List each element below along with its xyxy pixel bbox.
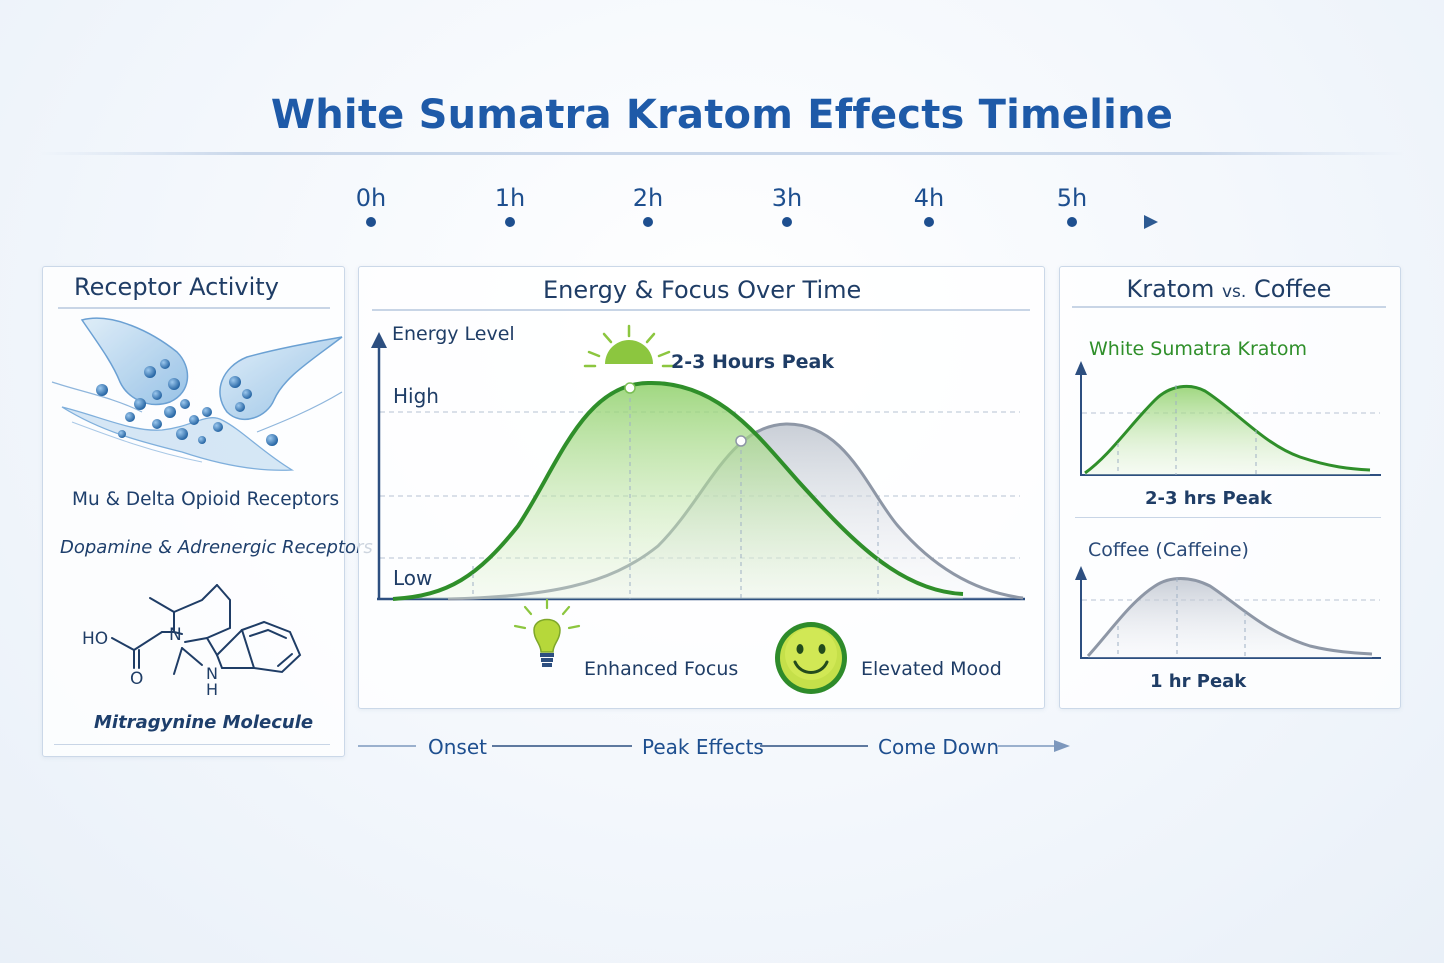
smiley-icon <box>775 622 847 694</box>
title-divider <box>40 152 1404 155</box>
molecule-caption: Mitragynine Molecule <box>94 712 314 733</box>
energy-chart <box>371 324 1025 694</box>
molecule-ho-label: HO <box>82 629 108 649</box>
y-axis-arrow-icon <box>371 332 387 348</box>
coffee-peak-label: 1 hr Peak <box>1150 671 1247 692</box>
comparison-title-kratom: Kratom <box>1126 275 1215 303</box>
timeline-tick-3h: 3h <box>771 184 803 212</box>
elevated-mood-label: Elevated Mood <box>861 658 1002 680</box>
phase-come-down: Come Down <box>878 735 1000 759</box>
timeline-tick-0h: 0h <box>355 184 387 212</box>
timeline-dot <box>924 217 934 227</box>
timeline-dot <box>782 217 792 227</box>
molecule-h-label: H <box>206 680 218 699</box>
comparison-panel-divider <box>1072 306 1386 308</box>
enhanced-focus-label: Enhanced Focus <box>584 658 739 680</box>
molecule-n-bottom-label: N <box>206 664 218 683</box>
timeline-axis <box>220 215 1158 229</box>
lightbulb-icon <box>513 598 581 667</box>
receptor-panel-title: Receptor Activity <box>74 273 279 301</box>
kratom-peak-label: 2-3 hrs Peak <box>1145 488 1272 509</box>
comparison-title-coffee: Coffee <box>1253 275 1332 303</box>
timeline-tick-1h: 1h <box>494 184 526 212</box>
timeline-dot <box>1067 217 1077 227</box>
y-axis-label: Energy Level <box>392 323 515 345</box>
receptor-illustration <box>51 317 343 471</box>
phase-onset: Onset <box>428 735 487 759</box>
energy-panel-divider <box>372 309 1030 311</box>
molecule-n-label: N <box>169 625 182 645</box>
timeline-arrow-icon <box>1144 215 1158 229</box>
comparison-title-vs: vs. <box>1221 282 1247 302</box>
comparison-middle-divider <box>1075 517 1381 518</box>
phase-flow-line <box>358 740 1070 752</box>
crossover-marker-dot <box>735 435 747 447</box>
peak-marker-dot <box>624 382 636 394</box>
sun-icon <box>583 324 675 368</box>
mitragynine-structure-icon: HO O N N H <box>82 584 302 699</box>
page-title: White Sumatra Kratom Effects Timeline <box>270 92 1174 138</box>
timeline-tick-5h: 5h <box>1056 184 1088 212</box>
timeline-dot <box>366 217 376 227</box>
receptor-caption-dopamine: Dopamine & Adrenergic Receptors <box>60 537 373 558</box>
timeline-dot <box>505 217 515 227</box>
timeline-tick-4h: 4h <box>913 184 945 212</box>
coffee-series-label: Coffee (Caffeine) <box>1088 539 1249 561</box>
comparison-title: Kratom vs. Coffee <box>1059 275 1399 303</box>
coffee-mini-chart <box>1075 566 1381 659</box>
kratom-mini-chart <box>1075 361 1381 476</box>
peak-annotation: 2-3 Hours Peak <box>671 351 834 373</box>
timeline-dot <box>643 217 653 227</box>
timeline-tick-2h: 2h <box>632 184 664 212</box>
molecule-o-label: O <box>130 669 143 689</box>
receptor-panel-bottom-divider <box>54 744 330 745</box>
energy-panel-title: Energy & Focus Over Time <box>543 276 862 304</box>
phase-arrow-icon <box>1054 740 1070 752</box>
receptor-panel-divider <box>58 307 330 309</box>
level-low-label: Low <box>393 566 433 590</box>
phase-peak-effects: Peak Effects <box>642 735 764 759</box>
level-high-label: High <box>393 384 439 408</box>
receptor-caption-mu-delta: Mu & Delta Opioid Receptors <box>72 489 340 510</box>
kratom-series-label: White Sumatra Kratom <box>1089 338 1307 360</box>
